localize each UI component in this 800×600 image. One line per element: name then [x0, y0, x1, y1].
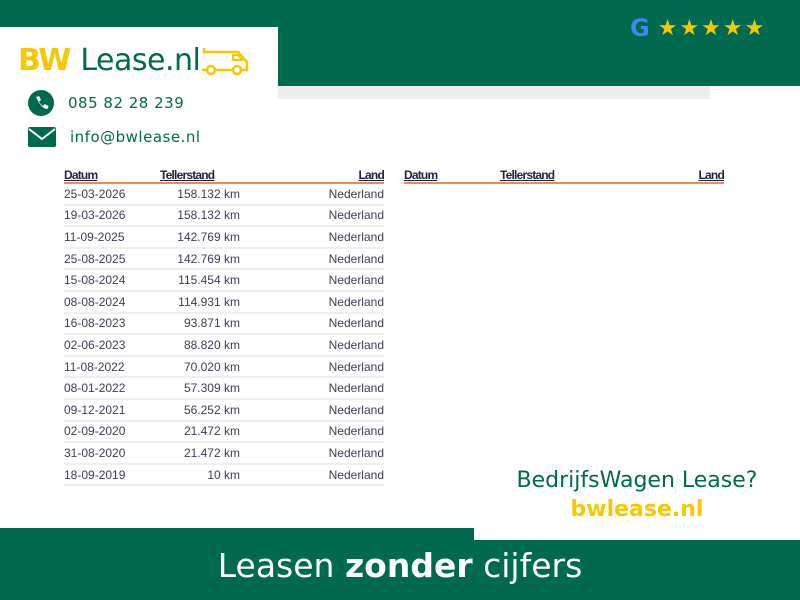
- star-icon: ★: [722, 15, 743, 40]
- star-icon: ★: [701, 15, 721, 40]
- table-row: 25-03-2026 158.132 km Nederland: [64, 183, 384, 206]
- logo[interactable]: BW Lease.nl: [18, 43, 250, 78]
- cell-land: Nederland: [240, 355, 384, 379]
- cell-datum: 18-09-2019: [64, 463, 160, 487]
- logo-bw: BW: [18, 43, 71, 78]
- cell-tellerstand: 93.871 km: [160, 312, 240, 336]
- tagline-pre: Leasen: [217, 546, 345, 585]
- cell-tellerstand: 158.132 km: [160, 183, 240, 206]
- cell-datum: 08-08-2024: [64, 290, 160, 314]
- envelope-icon: [28, 127, 56, 147]
- table-row: 19-03-2026 158.132 km Nederland: [64, 204, 384, 228]
- tagline-bold: zonder: [344, 546, 473, 585]
- star-icon: ★: [744, 15, 765, 40]
- cell-land: Nederland: [240, 290, 384, 314]
- phone-contact[interactable]: 085 82 28 239: [28, 90, 184, 116]
- table-row: 02-09-2020 21.472 km Nederland: [64, 420, 384, 444]
- table-row: 08-01-2022 57.309 km Nederland: [64, 377, 384, 400]
- van-icon: [202, 47, 249, 75]
- cell-tellerstand: 21.472 km: [160, 442, 240, 465]
- cell-tellerstand: 57.309 km: [160, 377, 240, 400]
- table-row: 09-12-2021 56.252 km Nederland: [64, 398, 384, 422]
- table-row: 18-09-2019 10 km Nederland: [64, 463, 384, 487]
- cell-datum: 16-08-2023: [64, 312, 160, 336]
- tagline-post: cijfers: [472, 546, 583, 585]
- cell-datum: 02-06-2023: [64, 334, 160, 357]
- header-datum: Datum: [64, 166, 160, 184]
- promo-url[interactable]: bwlease.nl: [570, 497, 704, 522]
- cell-tellerstand: 115.454 km: [160, 269, 240, 292]
- cell-tellerstand: 114.931 km: [160, 290, 240, 314]
- table-row: 25-08-2025 142.769 km Nederland: [64, 247, 384, 271]
- cell-datum: 19-03-2026: [64, 204, 160, 228]
- promo-box[interactable]: BedrijfsWagen Lease? bwlease.nl: [474, 456, 800, 540]
- cell-land: Nederland: [240, 334, 384, 357]
- phone-number: 085 82 28 239: [68, 94, 185, 112]
- cell-datum: 02-09-2020: [64, 420, 160, 444]
- cell-tellerstand: 158.132 km: [160, 204, 240, 228]
- cell-tellerstand: 88.820 km: [160, 334, 240, 357]
- table-row: 16-08-2023 93.871 km Nederland: [64, 312, 384, 336]
- cell-land: Nederland: [240, 269, 384, 292]
- cell-tellerstand: 142.769 km: [160, 226, 240, 249]
- divider: [278, 86, 710, 99]
- cell-land: Nederland: [240, 377, 384, 400]
- cell-tellerstand: 56.252 km: [160, 398, 240, 422]
- cell-land: Nederland: [240, 183, 384, 206]
- email-address: info@bwlease.nl: [70, 128, 201, 146]
- table-row: 11-08-2022 70.020 km Nederland: [64, 355, 384, 379]
- phone-icon: [28, 90, 54, 116]
- table-row: 31-08-2020 21.472 km Nederland: [64, 442, 384, 465]
- google-icon: G: [630, 14, 650, 42]
- star-icon: ★: [657, 15, 678, 40]
- cell-datum: 31-08-2020: [64, 442, 160, 465]
- footer-band: [0, 528, 474, 540]
- cell-tellerstand: 10 km: [160, 463, 240, 487]
- tagline: Leasen zonder cijfers: [0, 540, 800, 600]
- star-icon: ★: [679, 15, 700, 40]
- header-datum: Datum: [404, 166, 500, 184]
- cell-land: Nederland: [240, 420, 384, 444]
- odometer-table: Datum Tellerstand Land 25-03-2026 158.132…: [64, 166, 385, 487]
- cell-land: Nederland: [240, 463, 384, 487]
- table-row: 02-06-2023 88.820 km Nederland: [64, 334, 384, 357]
- cell-tellerstand: 21.472 km: [160, 420, 240, 444]
- odometer-table-empty: Datum Tellerstand Land: [404, 166, 725, 184]
- table-row: 11-09-2025 142.769 km Nederland: [64, 226, 384, 249]
- table-row: 08-08-2024 114.931 km Nederland: [64, 290, 384, 314]
- header-land: Land: [240, 166, 385, 184]
- cell-datum: 25-08-2025: [64, 247, 160, 271]
- email-contact[interactable]: info@bwlease.nl: [28, 127, 201, 147]
- table-row: 15-08-2024 115.454 km Nederland: [64, 269, 384, 292]
- cell-datum: 09-12-2021: [64, 398, 160, 422]
- cell-datum: 25-03-2026: [64, 183, 160, 206]
- header-tellerstand: Tellerstand: [500, 166, 580, 184]
- contact-card: BW Lease.nl 085 82 28 239 info@bwlease.n…: [0, 27, 278, 165]
- cell-datum: 08-01-2022: [64, 377, 160, 400]
- header-land: Land: [580, 166, 725, 184]
- cell-land: Nederland: [240, 442, 384, 465]
- cell-land: Nederland: [240, 226, 384, 249]
- cell-land: Nederland: [240, 247, 384, 271]
- cell-datum: 11-08-2022: [64, 355, 160, 379]
- cell-datum: 15-08-2024: [64, 269, 160, 292]
- cell-land: Nederland: [240, 312, 384, 336]
- google-rating: G ★ ★ ★ ★ ★: [630, 14, 764, 42]
- promo-question: BedrijfsWagen Lease?: [516, 468, 758, 493]
- logo-text: Lease.nl: [80, 43, 201, 78]
- cell-land: Nederland: [240, 204, 384, 228]
- cell-land: Nederland: [240, 398, 384, 422]
- cell-tellerstand: 142.769 km: [160, 247, 240, 271]
- cell-datum: 11-09-2025: [64, 226, 160, 249]
- header-tellerstand: Tellerstand: [160, 166, 240, 184]
- cell-tellerstand: 70.020 km: [160, 355, 240, 379]
